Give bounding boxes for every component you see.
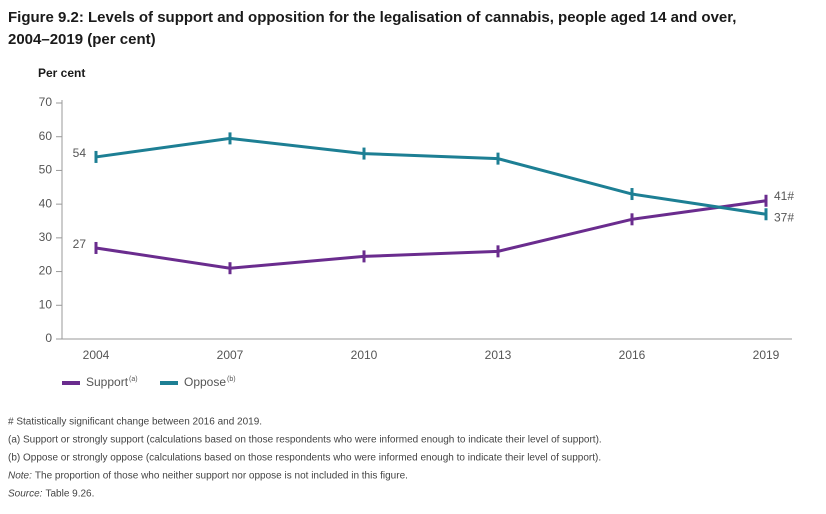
data-label: 41#	[774, 189, 794, 203]
y-tick-label: 20	[39, 264, 53, 278]
chart-title: Figure 9.2: Levels of support and opposi…	[8, 9, 741, 48]
data-label: 27	[73, 237, 87, 251]
y-tick-label: 30	[39, 230, 53, 244]
x-tick-label: 2010	[351, 348, 378, 362]
data-label: 54	[73, 146, 87, 160]
legend-label: Support	[86, 375, 129, 389]
footnote: (a) Support or strongly support (calcula…	[8, 435, 602, 446]
legend-note: (a)	[129, 376, 138, 383]
y-axis-label: Per cent	[38, 66, 85, 80]
footnote: Table 9.26.	[45, 489, 94, 500]
legend-note: (b)	[227, 376, 236, 383]
x-tick-label: 2016	[619, 348, 646, 362]
series-line	[95, 199, 767, 270]
legend-label: Oppose	[184, 375, 226, 389]
y-tick-label: 40	[39, 196, 53, 210]
series-line	[95, 136, 767, 216]
y-tick-label: 0	[45, 331, 52, 345]
footnote: # Statistically significant change betwe…	[8, 417, 262, 428]
x-tick-label: 2004	[83, 348, 110, 362]
footnote-label: Note:	[8, 471, 32, 482]
data-label: 37#	[774, 210, 794, 224]
footnote: (b) Oppose or strongly oppose (calculati…	[8, 453, 601, 464]
footnote-label: Source:	[8, 489, 43, 500]
x-tick-label: 2013	[485, 348, 512, 362]
footnote: The proportion of those who neither supp…	[35, 471, 408, 482]
y-tick-label: 50	[39, 163, 53, 177]
y-tick-label: 60	[39, 129, 53, 143]
x-tick-label: 2007	[217, 348, 244, 362]
y-tick-label: 70	[39, 95, 53, 109]
y-tick-label: 10	[39, 297, 53, 311]
x-tick-label: 2019	[753, 348, 780, 362]
